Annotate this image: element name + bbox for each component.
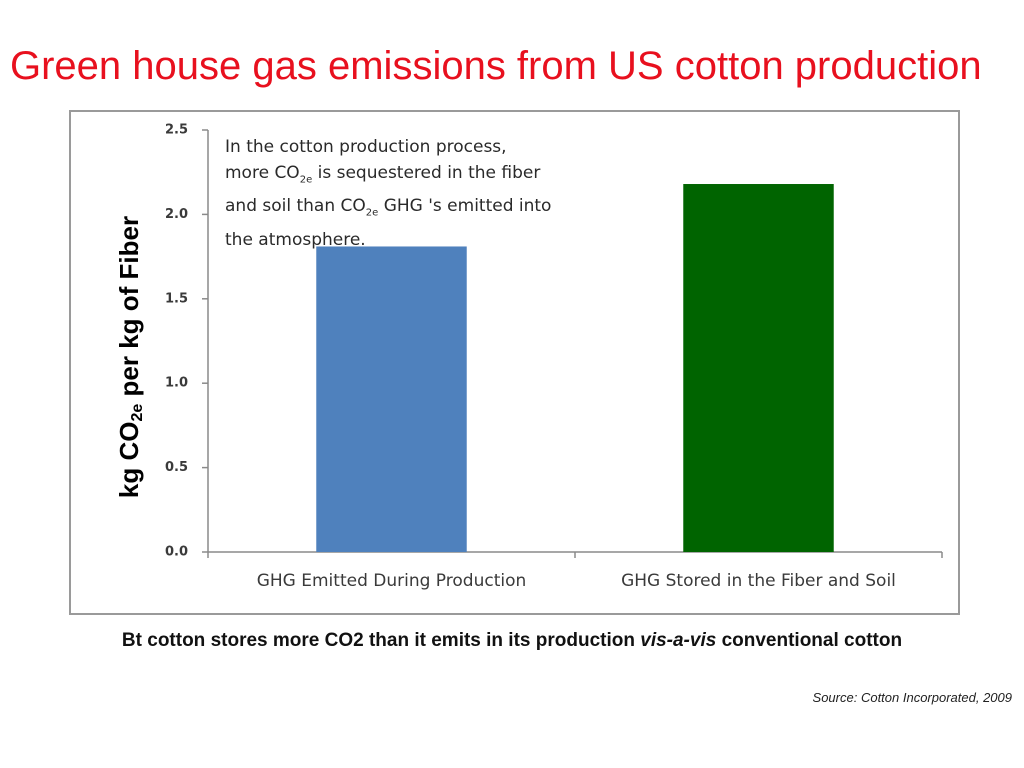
y-tick-label: 2.0 xyxy=(165,207,188,222)
bar-1 xyxy=(316,246,467,553)
caption-italic: vis-a-vis xyxy=(640,630,717,651)
y-tick-label: 1.0 xyxy=(165,376,188,391)
chart-annotation: In the cotton production process, more C… xyxy=(225,134,655,253)
source-citation: Source: Cotton Incorporated, 2009 xyxy=(812,690,1012,705)
slide-caption: Bt cotton stores more CO2 than it emits … xyxy=(0,630,1024,652)
x-category-label: GHG Emitted During Production xyxy=(257,571,527,591)
annotation-line-2-sub: 2e xyxy=(299,174,313,186)
bars xyxy=(316,184,834,553)
y-tick-label: 0.5 xyxy=(165,460,188,475)
chart-frame: 0.0 0.5 1.0 1.5 2.0 2.5 GHG Emitted During Pr… xyxy=(69,110,960,615)
x-category-label: GHG Stored in the Fiber and Soil xyxy=(621,571,896,591)
y-tick-label: 1.5 xyxy=(165,291,188,306)
bar-chart: 0.0 0.5 1.0 1.5 2.0 2.5 GHG Emitted During Pr… xyxy=(114,123,943,591)
annotation-line-1: In the cotton production process, xyxy=(225,137,507,157)
bar-2 xyxy=(683,184,834,552)
caption-text-2: conventional cotton xyxy=(716,630,903,651)
annotation-line-3-sub: 2e xyxy=(365,207,379,219)
y-axis: 0.0 0.5 1.0 1.5 2.0 2.5 xyxy=(165,123,209,560)
slide-title: Green house gas emissions from US cotton… xyxy=(10,44,982,88)
annotation-line-3a: and soil than CO xyxy=(225,196,366,217)
y-tick-label: 2.5 xyxy=(165,123,188,138)
caption-text-1: Bt cotton stores more CO2 than it emits … xyxy=(121,630,641,651)
annotation-line-4: the atmosphere. xyxy=(225,229,366,250)
y-tick-label: 0.0 xyxy=(165,545,188,560)
annotation-line-2a: more CO xyxy=(225,163,300,183)
y-axis-label: kg CO2e per kg of Fiber xyxy=(114,216,146,498)
annotation-line-2b: is sequestered in the fiber xyxy=(312,163,541,183)
annotation-line-3b: GHG 's emitted into xyxy=(378,196,552,217)
x-axis: GHG Emitted During Production GHG Stored … xyxy=(207,551,943,591)
